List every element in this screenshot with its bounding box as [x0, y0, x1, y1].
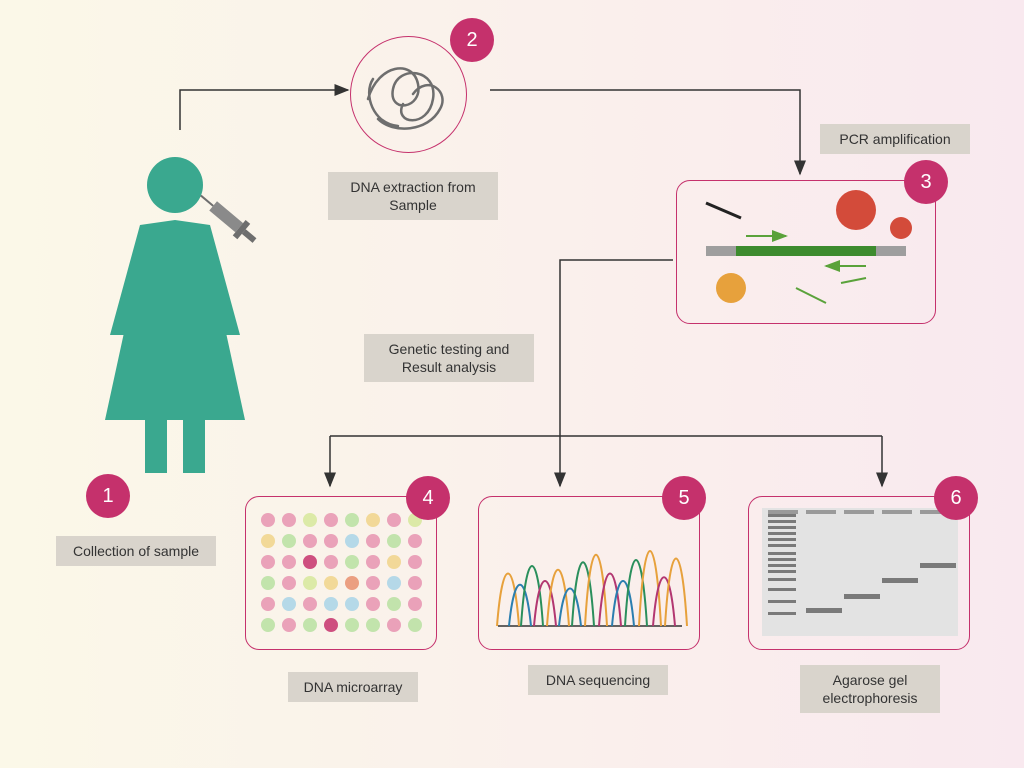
sequencing-icon — [490, 506, 690, 641]
badge-2: 2 — [450, 18, 494, 62]
label-step5: DNA sequencing — [528, 665, 668, 695]
label-step3: PCR amplification — [820, 124, 970, 154]
microarray-icon — [258, 510, 428, 640]
badge-1: 1 — [86, 474, 130, 518]
badge-4: 4 — [406, 476, 450, 520]
gel-icon — [762, 508, 958, 638]
label-step6: Agarose gel electrophoresis — [800, 665, 940, 713]
badge-6: 6 — [934, 476, 978, 520]
label-step2: DNA extraction from Sample — [328, 172, 498, 220]
badge-3: 3 — [904, 160, 948, 204]
dna-tangle-icon — [358, 44, 458, 144]
badge-5: 5 — [662, 476, 706, 520]
label-step1: Collection of sample — [56, 536, 216, 566]
pcr-icon — [686, 188, 926, 316]
label-step4: DNA microarray — [288, 672, 418, 702]
syringe-icon — [190, 180, 270, 260]
label-center: Genetic testing and Result analysis — [364, 334, 534, 382]
diagram-stage: 1 Collection of sample 2 DNA extraction … — [0, 0, 1024, 768]
